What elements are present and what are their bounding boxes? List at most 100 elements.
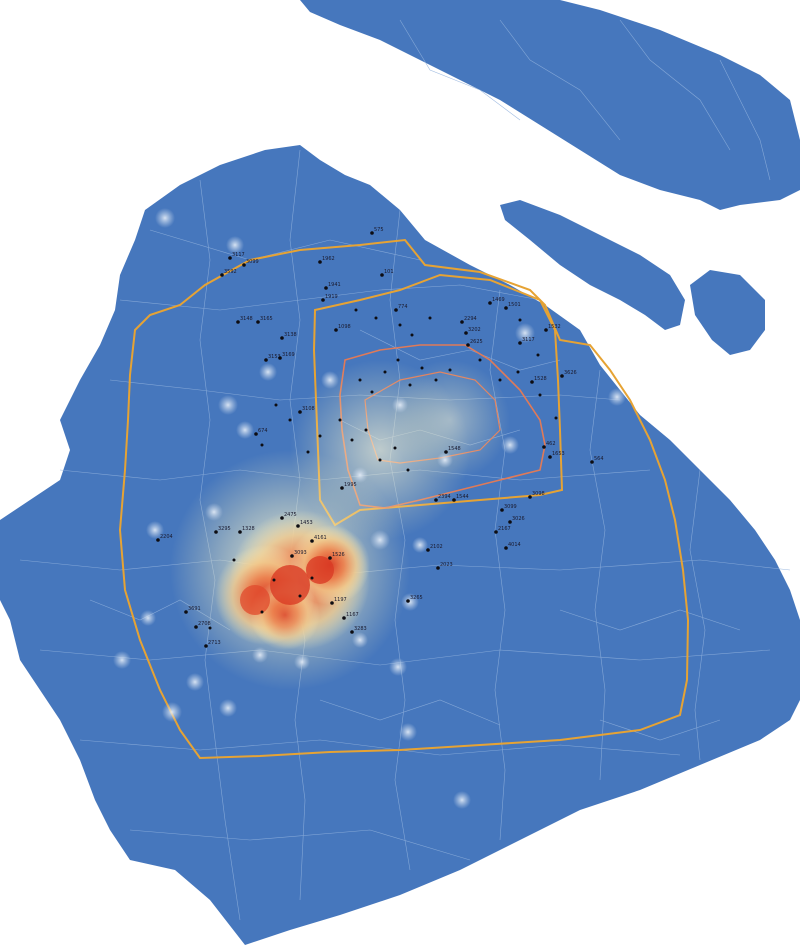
sample-point: 3202: [464, 327, 481, 335]
sample-point: 3138: [280, 332, 297, 340]
point: [378, 458, 382, 462]
heat-core: [240, 585, 270, 615]
point-label: 3148: [240, 316, 253, 322]
hengsha-island: [690, 270, 765, 355]
sample-point: 1532: [544, 324, 561, 332]
sample-point: 3098: [528, 491, 545, 499]
sample-point: 1098: [334, 324, 351, 332]
point-label: 3283: [354, 626, 367, 632]
point-label: 3099: [246, 259, 259, 265]
point: [428, 316, 432, 320]
halo: [389, 658, 407, 676]
point-label: 2023: [440, 562, 453, 568]
point: [448, 368, 452, 372]
sample-point: 4014: [504, 542, 521, 550]
halo: [453, 791, 471, 809]
sample-point: 1528: [530, 376, 547, 384]
point: [516, 370, 520, 374]
point: [478, 358, 482, 362]
point: [274, 403, 278, 407]
point: [350, 438, 354, 442]
point-label: 1167: [346, 612, 359, 618]
point: [232, 558, 236, 562]
point: [398, 323, 402, 327]
halo: [186, 673, 204, 691]
point-label: 1469: [492, 297, 505, 303]
point: [260, 443, 264, 447]
halo: [113, 651, 131, 669]
point: [298, 594, 302, 598]
point: [370, 390, 374, 394]
point: [354, 308, 358, 312]
sample-point: 3108: [298, 406, 315, 414]
sample-point: 3592: [220, 269, 237, 277]
dense-points: [208, 308, 558, 630]
point-label: 1941: [328, 282, 341, 288]
point: [338, 418, 342, 422]
point-label: 1919: [325, 294, 338, 300]
sample-point: 1197: [330, 597, 347, 605]
point-label: 3202: [468, 327, 481, 333]
point: [498, 378, 502, 382]
outer-ring-road: [118, 238, 690, 760]
point-label: 3117: [232, 252, 245, 258]
halo: [321, 371, 339, 389]
sample-point: 3153: [264, 354, 281, 362]
point-label: 2394: [438, 494, 451, 500]
point: [408, 383, 412, 387]
halo: [437, 452, 453, 468]
sample-point: 1469: [488, 297, 505, 305]
point: [434, 378, 438, 382]
sample-point: 1328: [238, 526, 255, 534]
point: [272, 578, 276, 582]
sample-point: 2167: [494, 526, 511, 534]
changxing-island: [500, 200, 685, 330]
point: [374, 316, 378, 320]
sample-point: 2294: [460, 316, 477, 324]
sample-point: 3165: [256, 316, 273, 324]
sample-point: 1501: [504, 302, 521, 310]
sample-point: 3093: [290, 550, 307, 558]
halo: [294, 654, 310, 670]
point: [306, 450, 310, 454]
sample-point: 3691: [184, 606, 201, 614]
sample-point: 3295: [214, 526, 231, 534]
point: [318, 434, 322, 438]
sample-point: 101: [380, 269, 394, 277]
sample-point: 1962: [318, 256, 335, 264]
sample-points: 3117 3592 3099 1962 575 101 1941 1919 31…: [156, 227, 604, 648]
sample-point: 3626: [560, 370, 577, 378]
point: [538, 393, 542, 397]
halo: [155, 208, 175, 228]
point: [383, 370, 387, 374]
point: [420, 366, 424, 370]
point-label: 1501: [508, 302, 521, 308]
point-label: 674: [258, 428, 268, 434]
point-label: 1197: [334, 597, 347, 603]
point: [364, 428, 368, 432]
sample-point: 3117: [228, 252, 245, 260]
sample-point: 3265: [406, 595, 423, 603]
point: [393, 446, 397, 450]
point-label: 1526: [332, 552, 345, 558]
point: [410, 333, 414, 337]
heat-core: [306, 556, 334, 584]
point-label: 1528: [534, 376, 547, 382]
point-label: 3026: [512, 516, 525, 522]
chongming-island: [300, 0, 800, 210]
point: [406, 468, 410, 472]
point-label: 2102: [430, 544, 443, 550]
point-label: 3153: [268, 354, 281, 360]
sample-point: 1167: [342, 612, 359, 620]
point-label: 101: [384, 269, 394, 275]
point-label: 462: [546, 441, 556, 447]
sample-point: 3283: [350, 626, 367, 634]
sample-point: 1526: [328, 552, 345, 560]
sample-point: 774: [394, 304, 408, 312]
sample-point: 462: [542, 441, 556, 449]
sample-point: 564: [590, 456, 604, 464]
point-label: 2294: [464, 316, 477, 322]
point: [310, 576, 314, 580]
sample-point: 2475: [280, 512, 297, 520]
